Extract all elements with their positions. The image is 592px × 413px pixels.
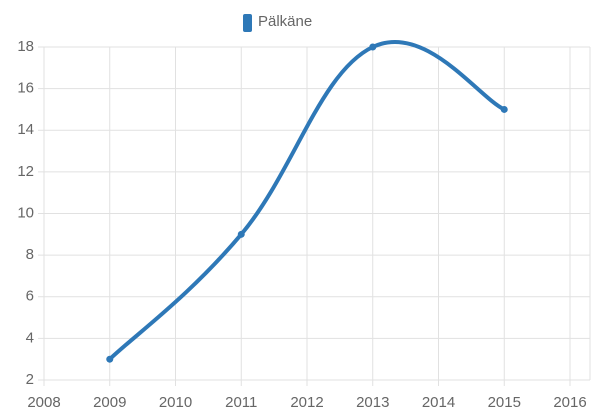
y-tick-label: 4 xyxy=(26,329,34,346)
x-tick-label: 2012 xyxy=(290,394,323,411)
point xyxy=(106,355,114,363)
point xyxy=(237,230,245,238)
legend-label: Pälkäne xyxy=(258,13,312,30)
x-tick-label: 2013 xyxy=(356,394,389,411)
x-tick-label: 2015 xyxy=(488,394,521,411)
y-tick-label: 14 xyxy=(17,121,34,138)
y-tick-label: 10 xyxy=(17,204,34,221)
x-tick-label: 2011 xyxy=(225,394,257,411)
y-tick-label: 2 xyxy=(26,371,34,388)
y-tick-label: 12 xyxy=(17,163,34,180)
x-tick-label: 2009 xyxy=(93,394,126,411)
x-tick-label: 2014 xyxy=(422,394,455,411)
y-tick-label: 18 xyxy=(17,38,34,55)
x-tick-label: 2010 xyxy=(159,394,192,411)
line xyxy=(108,39,506,361)
y-tick-label: 16 xyxy=(17,80,34,97)
point xyxy=(500,105,508,113)
y-tick-label: 8 xyxy=(26,246,34,263)
legend-swatch xyxy=(243,14,252,32)
x-tick-label: 2016 xyxy=(553,394,586,411)
y-tick-label: 6 xyxy=(26,288,34,305)
x-tick-label: 2008 xyxy=(27,394,60,411)
point xyxy=(369,43,377,51)
